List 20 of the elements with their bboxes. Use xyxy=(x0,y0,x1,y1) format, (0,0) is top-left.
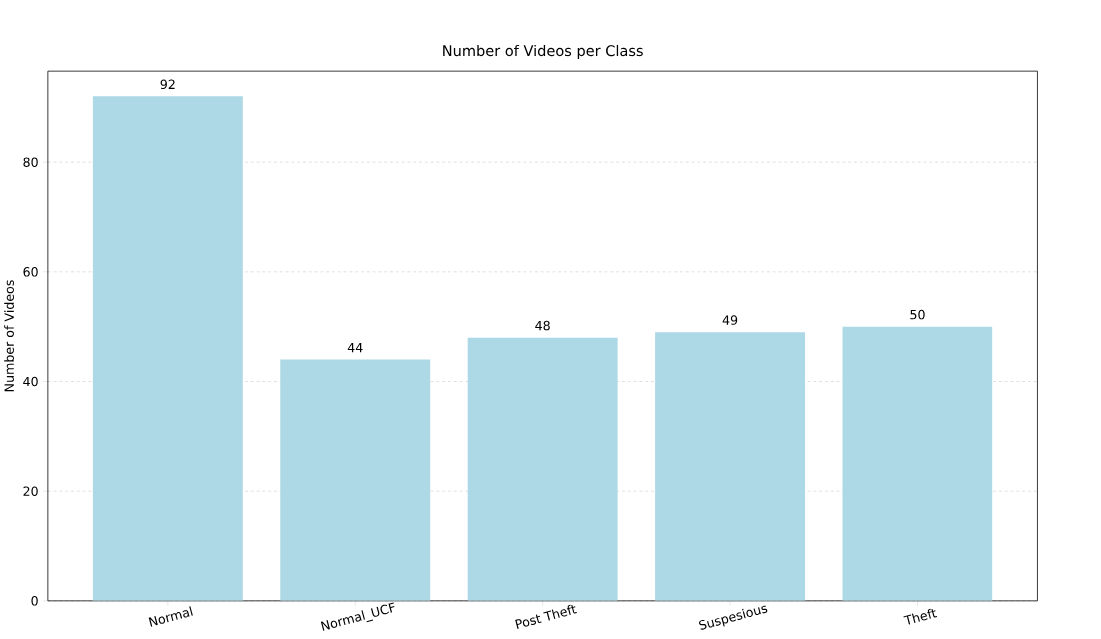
y-axis-title: Number of Videos xyxy=(4,280,14,392)
bar xyxy=(280,359,431,601)
y-tick-label: 20 xyxy=(23,486,38,496)
y-tick-label: 80 xyxy=(23,157,38,167)
x-tick-label: Post Theft xyxy=(515,604,577,629)
x-tick-label: Normal xyxy=(148,606,193,627)
data-label: 44 xyxy=(347,343,363,353)
data-label: 48 xyxy=(535,320,550,331)
x-tick-label: Theft xyxy=(903,608,938,625)
bar xyxy=(842,326,993,601)
y-tick-label: 0 xyxy=(31,596,38,606)
bar xyxy=(655,332,806,601)
chart-title: Number of Videos per Class xyxy=(443,44,643,59)
y-tick-label: 40 xyxy=(23,376,38,387)
bar xyxy=(92,96,243,601)
data-label: 92 xyxy=(160,79,175,90)
data-label: 49 xyxy=(722,315,738,325)
y-tick-label: 60 xyxy=(23,267,38,277)
data-label: 50 xyxy=(910,309,925,320)
bar xyxy=(467,337,618,601)
